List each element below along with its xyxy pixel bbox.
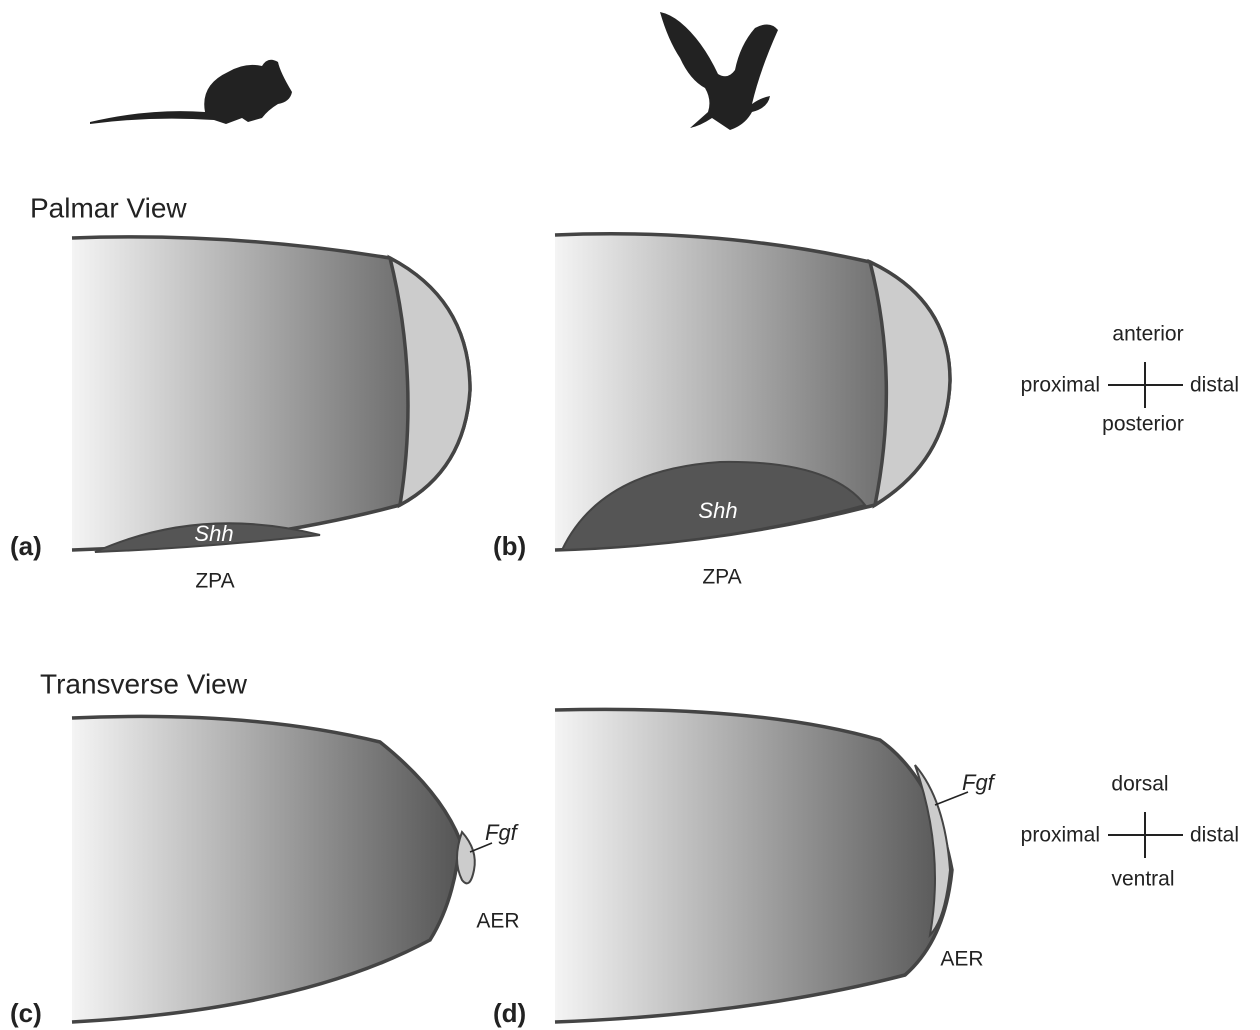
panel-label: (c) [10,998,42,1028]
gene-label: Shh [698,498,737,523]
region-label: ZPA [702,566,741,589]
axis-label: distal [1190,374,1239,397]
region-label: AER [940,948,983,971]
limb [555,709,952,1022]
bat-icon [660,12,778,130]
limb [72,716,460,1022]
region-label: AER [476,910,519,933]
gene-label: Fgf [485,820,520,845]
panel-label: (a) [10,531,42,561]
axis-label: anterior [1112,323,1183,346]
panel-label: (b) [493,531,526,561]
axis-label: proximal [1021,374,1100,397]
axis-label: posterior [1102,413,1184,436]
panel-label: (d) [493,998,526,1028]
section-title: Transverse View [40,668,248,699]
axis-label: dorsal [1111,773,1168,796]
axis-label: ventral [1111,868,1174,891]
aer [457,832,475,883]
gene-label: Fgf [962,770,997,795]
figure: Palmar View Transverse View Shh (a) ZPA … [0,0,1260,1030]
section-title: Palmar View [30,192,187,223]
region-label: ZPA [195,570,234,593]
axis-label: distal [1190,824,1239,847]
mouse-icon [90,60,292,124]
axis-label: proximal [1021,824,1100,847]
gene-label: Shh [194,521,233,546]
